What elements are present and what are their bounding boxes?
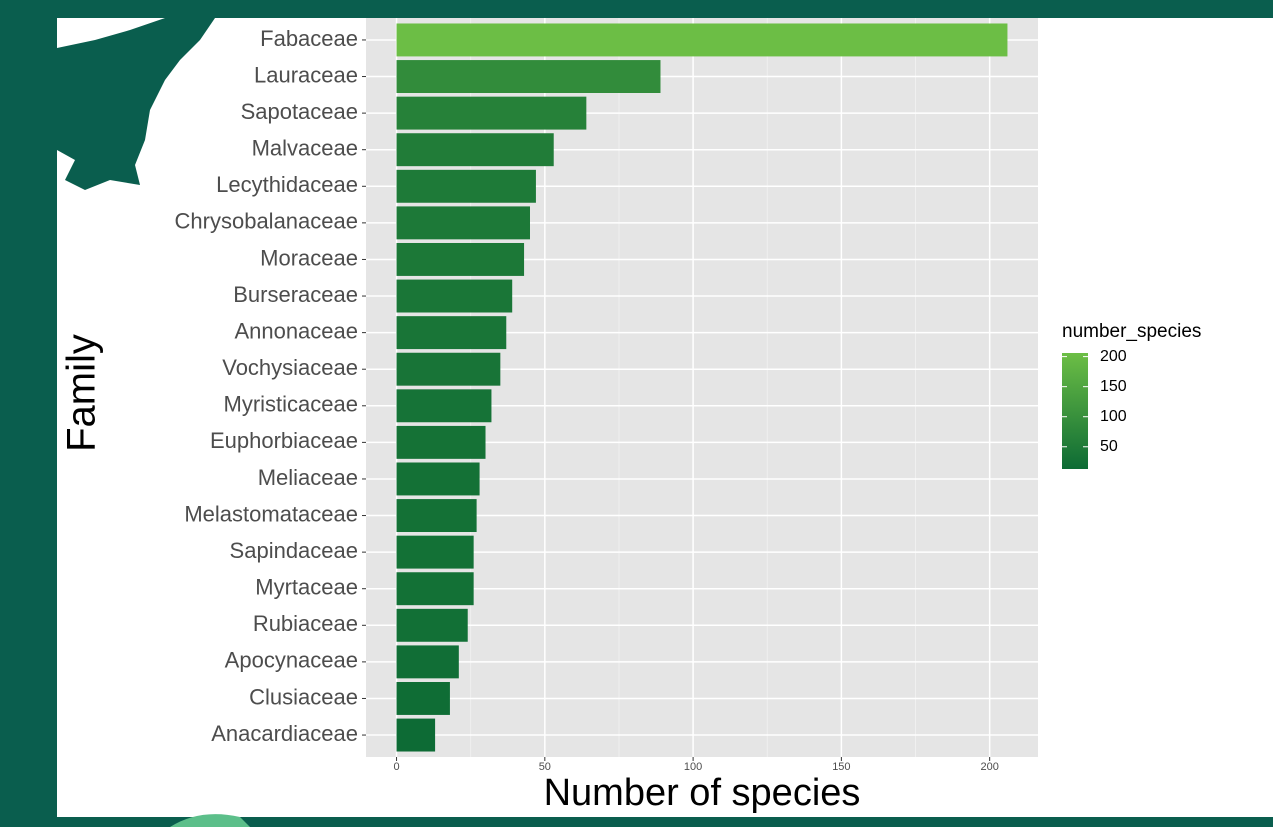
bar [396, 608, 468, 642]
bar [396, 535, 474, 569]
y-tick-label: Vochysiaceae [222, 355, 358, 380]
x-axis-title: Number of species [544, 772, 861, 814]
x-tick-label: 150 [832, 761, 850, 773]
bar [396, 96, 587, 130]
y-tick-label: Myrtaceae [255, 575, 358, 600]
legend-tick-label: 50 [1100, 438, 1118, 455]
bar [396, 169, 536, 203]
bar [396, 133, 554, 167]
x-tick-label: 200 [980, 761, 998, 773]
y-tick-label: Clusiaceae [249, 684, 358, 709]
y-tick-label: Rubiaceae [253, 611, 358, 636]
y-tick-label: Melastomataceae [184, 501, 358, 526]
y-tick-label: Lecythidaceae [216, 172, 358, 197]
legend-tick-label: 100 [1100, 408, 1127, 425]
bar [396, 279, 513, 313]
bar [396, 352, 501, 386]
y-tick-label: Burseraceae [233, 282, 358, 307]
y-tick-label: Annonaceae [234, 318, 358, 343]
y-tick-label: Sapindaceae [230, 538, 358, 563]
bar [396, 316, 507, 350]
bar [396, 645, 459, 679]
y-axis-title: Family [60, 334, 104, 452]
y-tick-label: Apocynaceae [225, 648, 358, 673]
y-tick-label: Fabaceae [260, 26, 358, 51]
corner-decoration [170, 814, 250, 827]
bar [396, 499, 477, 533]
bar [396, 572, 474, 606]
y-tick-label: Myristicaceae [224, 392, 358, 417]
y-tick-label: Moraceae [260, 245, 358, 270]
y-tick-label: Meliaceae [258, 465, 358, 490]
legend-tick-label: 150 [1100, 378, 1127, 395]
y-tick-label: Lauraceae [254, 62, 358, 87]
legend-tick-label: 200 [1100, 348, 1127, 365]
y-tick-label: Chrysobalanaceae [175, 209, 358, 234]
x-tick-label: 50 [539, 761, 551, 773]
bar [396, 425, 486, 459]
bar [396, 23, 1008, 57]
y-tick-label: Anacardiaceae [211, 721, 358, 746]
bar [396, 389, 492, 423]
bar [396, 718, 436, 752]
bar [396, 462, 480, 496]
bar [396, 682, 450, 715]
x-tick-label: 100 [684, 761, 702, 773]
leaf-decoration [57, 18, 215, 190]
y-tick-label: Euphorbiaceae [210, 428, 358, 453]
legend-title: number_species [1062, 321, 1201, 342]
bar [396, 206, 530, 240]
y-tick-label: Malvaceae [252, 136, 358, 161]
x-tick-label: 0 [393, 761, 399, 773]
bar [396, 242, 525, 276]
y-tick-label: Sapotaceae [241, 99, 358, 124]
colorbar [1062, 353, 1088, 469]
bar [396, 60, 661, 93]
